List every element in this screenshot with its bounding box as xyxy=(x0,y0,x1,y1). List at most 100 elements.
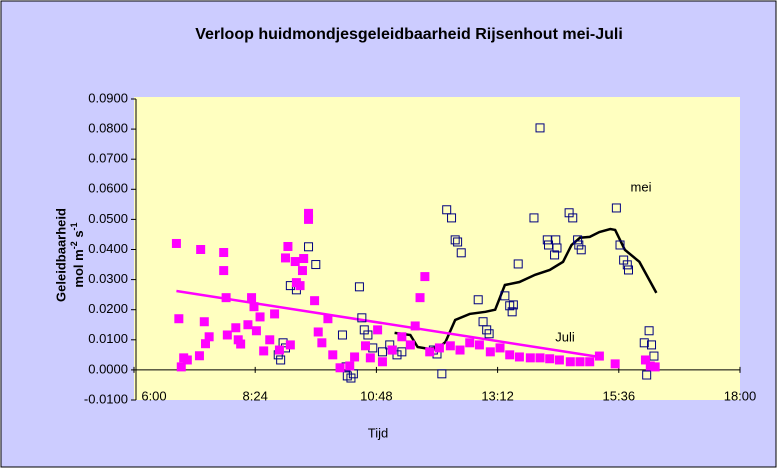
series-label: Juli xyxy=(555,329,575,344)
point xyxy=(222,330,232,340)
unit-part: mol m xyxy=(71,249,86,287)
y-tick-label: 0.0200 xyxy=(88,301,128,316)
x-tick-label: 13:12 xyxy=(481,388,514,403)
point xyxy=(199,317,209,327)
point xyxy=(644,326,654,336)
y-tick-label: 0.0100 xyxy=(88,331,128,346)
point xyxy=(219,266,229,276)
point xyxy=(647,340,657,350)
point xyxy=(276,355,286,365)
point xyxy=(615,240,625,250)
y-tick-label: 0.0500 xyxy=(88,211,128,226)
point xyxy=(345,361,355,371)
point xyxy=(304,214,314,224)
point xyxy=(377,347,387,357)
point xyxy=(565,357,575,367)
y-tick-label: 0.0300 xyxy=(88,271,128,286)
point xyxy=(182,355,192,365)
y-tick-label: 0.0700 xyxy=(88,151,128,166)
point xyxy=(219,248,229,258)
point xyxy=(392,350,402,360)
point xyxy=(323,314,333,324)
point xyxy=(500,291,510,301)
point xyxy=(311,260,321,270)
point xyxy=(576,245,586,255)
point xyxy=(535,353,545,363)
series-label: mei xyxy=(631,179,652,194)
point xyxy=(529,213,539,223)
point xyxy=(554,355,564,365)
point xyxy=(552,243,562,253)
point xyxy=(397,332,407,342)
y-tick-label: -0.0100 xyxy=(84,391,128,406)
point xyxy=(259,346,269,356)
point xyxy=(642,370,652,380)
point xyxy=(453,237,463,247)
point xyxy=(573,235,583,245)
point xyxy=(437,369,447,379)
point xyxy=(514,352,524,362)
point xyxy=(317,338,327,348)
point xyxy=(313,327,323,337)
point xyxy=(550,250,560,260)
point xyxy=(622,260,632,270)
point xyxy=(405,340,415,350)
point xyxy=(594,351,604,361)
point xyxy=(377,357,387,367)
line xyxy=(176,289,600,359)
point xyxy=(473,295,483,305)
point xyxy=(304,242,314,252)
point xyxy=(456,248,466,258)
point xyxy=(255,312,265,322)
point xyxy=(328,350,338,360)
y-tick-label: 0.0800 xyxy=(88,121,128,136)
point xyxy=(585,357,595,367)
point xyxy=(297,266,307,276)
x-tick-label: 6:00 xyxy=(141,388,166,403)
point xyxy=(442,205,452,215)
point xyxy=(196,245,206,254)
y-axis-unit: mol m-2 s-1 xyxy=(69,222,86,287)
point xyxy=(545,354,555,364)
x-tick-label: 8:24 xyxy=(243,388,268,403)
point xyxy=(204,332,214,342)
point xyxy=(350,352,360,362)
point xyxy=(337,330,347,340)
point xyxy=(231,323,241,333)
point xyxy=(176,362,186,372)
point xyxy=(283,241,293,251)
y-tick-label: 0.0000 xyxy=(88,361,128,376)
point xyxy=(640,355,650,365)
point xyxy=(447,213,457,223)
point xyxy=(455,345,465,355)
point xyxy=(450,235,460,245)
point xyxy=(274,345,284,355)
point xyxy=(535,123,545,133)
unit-part: s xyxy=(71,230,86,241)
point xyxy=(410,321,420,331)
point xyxy=(265,335,275,345)
point xyxy=(251,326,261,336)
point xyxy=(465,338,475,348)
point xyxy=(575,357,585,367)
point xyxy=(505,350,515,360)
point xyxy=(299,254,309,264)
point xyxy=(568,213,578,223)
point xyxy=(445,341,455,351)
point xyxy=(525,353,535,363)
point xyxy=(387,345,397,355)
x-tick-label: 10:48 xyxy=(360,388,393,403)
point xyxy=(508,300,518,310)
point xyxy=(650,362,660,372)
point xyxy=(236,339,246,349)
unit-sup: -1 xyxy=(69,222,79,230)
point xyxy=(610,359,620,369)
x-axis-label: Tijd xyxy=(368,425,388,440)
point xyxy=(249,302,259,312)
point xyxy=(485,347,495,357)
point xyxy=(507,307,517,317)
point xyxy=(221,293,231,303)
y-axis-label: Geleidbaarheid xyxy=(53,208,68,302)
point xyxy=(495,343,505,353)
point xyxy=(194,351,204,361)
